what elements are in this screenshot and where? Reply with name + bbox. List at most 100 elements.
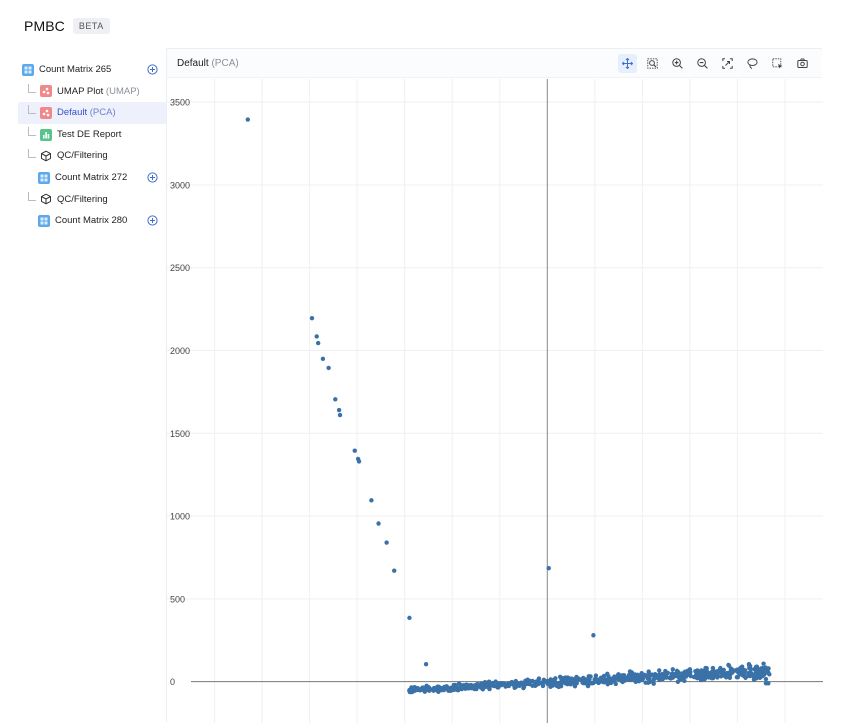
scatter-plot-svg[interactable]: 0 500 1000 1500 2000 2500 3000 3500 — [167, 79, 823, 723]
tree-item-label: UMAP Plot — [57, 85, 104, 97]
zoom-in-button[interactable] — [668, 54, 687, 73]
data-point — [671, 673, 677, 679]
tree-item-label: QC/Filtering — [57, 193, 108, 205]
tree-item-count-matrix-280[interactable]: Count Matrix 280 — [18, 210, 166, 232]
data-point — [320, 356, 326, 361]
panel-title-name: Default — [177, 57, 209, 69]
plot-toolbar — [618, 53, 812, 73]
data-point — [765, 670, 770, 675]
add-child-icon[interactable] — [147, 172, 158, 183]
data-point — [706, 672, 711, 678]
tree-branch-line — [28, 83, 36, 93]
tree-item-label: Count Matrix 280 — [55, 215, 128, 227]
panel-header: Default (PCA) — [167, 49, 822, 78]
data-point — [657, 668, 662, 673]
data-point — [739, 664, 745, 669]
data-point — [640, 677, 645, 682]
data-point — [573, 679, 578, 685]
tree-item-label: Test DE Report — [57, 128, 122, 140]
data-point — [665, 670, 671, 676]
data-point — [670, 667, 675, 672]
data-point — [352, 448, 357, 453]
box-zoom-button[interactable] — [643, 54, 662, 73]
data-point — [508, 681, 513, 687]
data-point — [613, 681, 618, 687]
data-point — [446, 688, 451, 693]
box-zoom-icon — [647, 57, 658, 69]
tree-item-sublabel: (PCA) — [87, 107, 116, 119]
zoom-in-icon — [672, 57, 683, 69]
data-point — [485, 684, 491, 689]
data-point — [333, 397, 338, 402]
data-point — [315, 340, 321, 346]
data-point — [502, 681, 507, 686]
pca-plot-icon — [40, 106, 52, 119]
data-point — [601, 673, 607, 679]
data-point — [675, 679, 681, 685]
data-point — [736, 668, 741, 673]
data-point — [710, 671, 716, 676]
scatter-plot[interactable]: 0 500 1000 1500 2000 2500 3000 3500 — [167, 79, 823, 723]
tree-item-default[interactable]: Default (PCA) — [18, 102, 166, 124]
data-point — [560, 679, 565, 685]
matrix-icon — [22, 63, 34, 76]
data-point — [601, 679, 607, 685]
data-point — [525, 680, 530, 686]
data-point — [728, 672, 733, 677]
data-point — [724, 675, 729, 680]
data-point — [436, 686, 441, 691]
panel-title: Default (PCA) — [177, 58, 239, 69]
tree-item-qc-filtering[interactable]: QC/Filtering — [18, 189, 166, 211]
lasso-select-icon — [747, 57, 758, 69]
y-tick-label: 2000 — [170, 346, 190, 356]
tree-item-sublabel: (UMAP) — [103, 85, 140, 97]
data-point — [369, 498, 374, 503]
tree-branch-line — [28, 105, 36, 115]
data-point — [356, 459, 362, 464]
data-point — [530, 683, 535, 688]
data-point — [587, 680, 592, 685]
tree-item-qc-filtering[interactable]: QC/Filtering — [18, 145, 166, 167]
data-point — [763, 665, 768, 670]
data-point — [423, 662, 429, 667]
data-point — [687, 671, 693, 676]
data-point — [551, 681, 556, 687]
plot-panel: Default (PCA) 0 500 1000 1500 2000 2500 3000 35… — [166, 48, 823, 723]
pan-button[interactable] — [618, 53, 637, 73]
y-tick-label: 1000 — [170, 512, 190, 522]
data-point — [464, 685, 470, 690]
data-point — [593, 673, 599, 678]
data-point — [761, 661, 766, 666]
data-point — [416, 687, 421, 692]
add-child-icon[interactable] — [147, 215, 158, 226]
box-select-button[interactable] — [768, 54, 787, 73]
data-point — [605, 682, 610, 687]
tree-item-umap-plot[interactable]: UMAP Plot (UMAP) — [18, 81, 166, 103]
data-point — [718, 668, 723, 674]
tree-item-count-matrix-272[interactable]: Count Matrix 272 — [18, 167, 166, 189]
lasso-select-button[interactable] — [743, 54, 762, 73]
autoscale-button[interactable] — [718, 54, 737, 73]
data-point — [747, 663, 752, 669]
data-point — [614, 675, 619, 680]
data-point — [461, 683, 466, 688]
zoom-out-button[interactable] — [693, 54, 712, 73]
umap-plot-icon — [40, 85, 52, 98]
data-point — [521, 685, 526, 691]
data-point — [409, 686, 414, 691]
data-point — [407, 615, 412, 621]
matrix-icon — [38, 171, 50, 184]
data-point — [384, 540, 389, 545]
pan-icon — [622, 57, 633, 69]
y-tick-label: 1500 — [170, 429, 190, 439]
tree-item-count-matrix-265[interactable]: Count Matrix 265 — [18, 59, 166, 81]
data-point — [489, 683, 494, 688]
camera-button[interactable] — [793, 54, 812, 73]
data-point — [605, 671, 610, 677]
data-point — [682, 669, 688, 674]
data-point — [727, 675, 733, 680]
add-child-icon[interactable] — [147, 64, 158, 75]
tree-item-label: Default — [57, 107, 88, 119]
cube-icon — [40, 193, 52, 205]
tree-item-test-de-report[interactable]: Test DE Report — [18, 124, 166, 146]
